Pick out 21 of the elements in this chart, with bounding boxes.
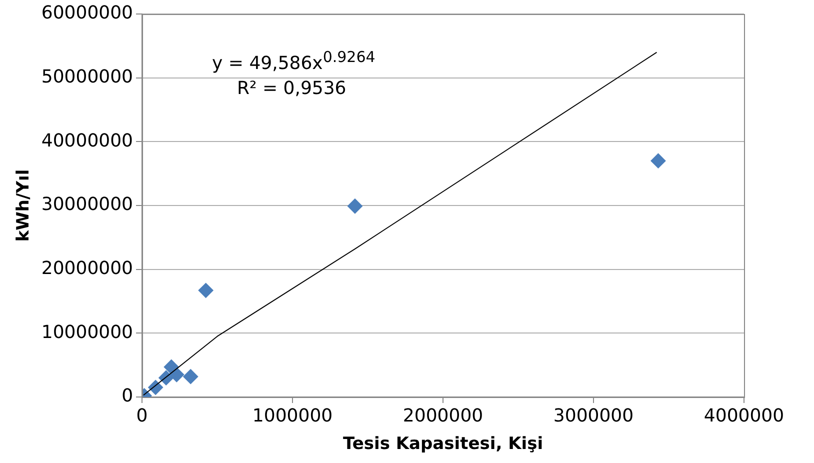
y-axis-title: kWh/Yıl	[14, 169, 34, 242]
x-tick-label: 4000000	[704, 405, 784, 426]
point	[183, 369, 198, 384]
point	[650, 153, 666, 168]
y-tick-label: 20000000	[41, 258, 134, 280]
x-tick-label: 1000000	[252, 405, 333, 426]
point	[169, 367, 184, 382]
x-tick-label: 0	[136, 405, 148, 426]
point	[198, 282, 214, 298]
y-tick-label: 0	[122, 386, 134, 407]
point	[347, 198, 362, 214]
annotation: y = 49,586x$^{0.9264}$	[212, 48, 376, 74]
y-tick-label: 30000000	[41, 194, 134, 216]
y-tick-label: 40000000	[41, 130, 134, 152]
x-tick-label: 2000000	[402, 405, 484, 426]
y-tick-label: 60000000	[41, 2, 134, 24]
y-tick-label: 50000000	[41, 66, 134, 88]
annotation: R² = 0,9536	[237, 78, 346, 99]
x-axis-title: Tesis Kapasitesi, Kişi	[343, 434, 544, 454]
x-tick-label: 3000000	[553, 405, 634, 426]
y-tick-label: 10000000	[41, 322, 134, 343]
